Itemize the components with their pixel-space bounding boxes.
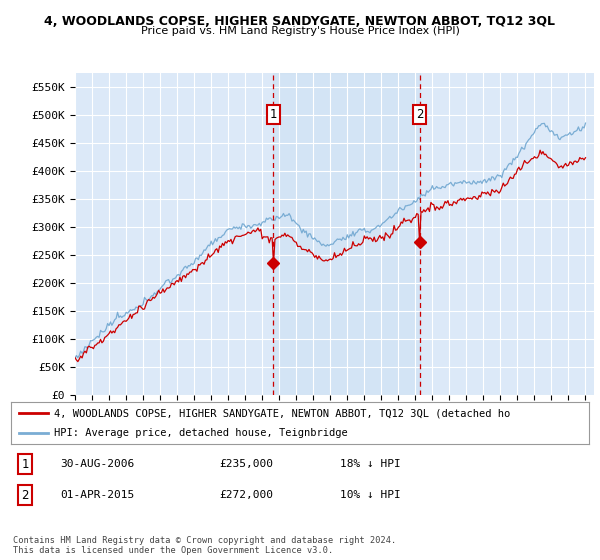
Text: HPI: Average price, detached house, Teignbridge: HPI: Average price, detached house, Teig… — [54, 428, 348, 438]
Text: Price paid vs. HM Land Registry's House Price Index (HPI): Price paid vs. HM Land Registry's House … — [140, 26, 460, 36]
Text: £235,000: £235,000 — [219, 459, 273, 469]
Text: 2: 2 — [416, 108, 424, 122]
Text: 30-AUG-2006: 30-AUG-2006 — [60, 459, 134, 469]
Text: 18% ↓ HPI: 18% ↓ HPI — [340, 459, 401, 469]
Text: 4, WOODLANDS COPSE, HIGHER SANDYGATE, NEWTON ABBOT, TQ12 3QL: 4, WOODLANDS COPSE, HIGHER SANDYGATE, NE… — [44, 15, 556, 28]
Text: 01-APR-2015: 01-APR-2015 — [60, 490, 134, 500]
Bar — [274, 73, 419, 395]
Text: 2: 2 — [22, 488, 29, 502]
Text: 10% ↓ HPI: 10% ↓ HPI — [340, 490, 401, 500]
Text: 1: 1 — [269, 108, 277, 122]
Text: Contains HM Land Registry data © Crown copyright and database right 2024.
This d: Contains HM Land Registry data © Crown c… — [13, 536, 397, 555]
Text: 4, WOODLANDS COPSE, HIGHER SANDYGATE, NEWTON ABBOT, TQ12 3QL (detached ho: 4, WOODLANDS COPSE, HIGHER SANDYGATE, NE… — [54, 408, 511, 418]
Text: £272,000: £272,000 — [219, 490, 273, 500]
Text: 1: 1 — [22, 458, 29, 471]
